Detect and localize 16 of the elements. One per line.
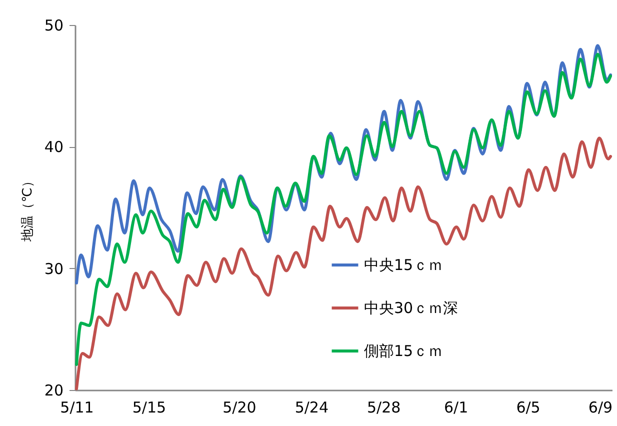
x-tick-label: 5/11 xyxy=(60,398,94,416)
y-tick-label: 40 xyxy=(44,138,64,156)
x-tick-label: 6/5 xyxy=(516,398,540,416)
x-tick-label: 5/28 xyxy=(367,398,401,416)
y-tick-label: 20 xyxy=(44,382,64,400)
x-tick-label: 5/15 xyxy=(132,398,166,416)
x-tick-label: 6/1 xyxy=(444,398,468,416)
y-tick-label: 50 xyxy=(44,16,64,34)
legend-label: 中央15ｃｍ xyxy=(364,256,444,274)
legend-label: 側部15ｃｍ xyxy=(364,342,444,360)
x-tick-label: 6/9 xyxy=(588,398,613,416)
legend-label: 中央30ｃｍ深 xyxy=(364,299,458,317)
y-tick-label: 30 xyxy=(44,260,64,278)
y-axis-title: 地温（℃） xyxy=(20,174,36,242)
x-tick-label: 5/24 xyxy=(294,398,329,416)
x-tick-label: 5/20 xyxy=(222,398,256,416)
